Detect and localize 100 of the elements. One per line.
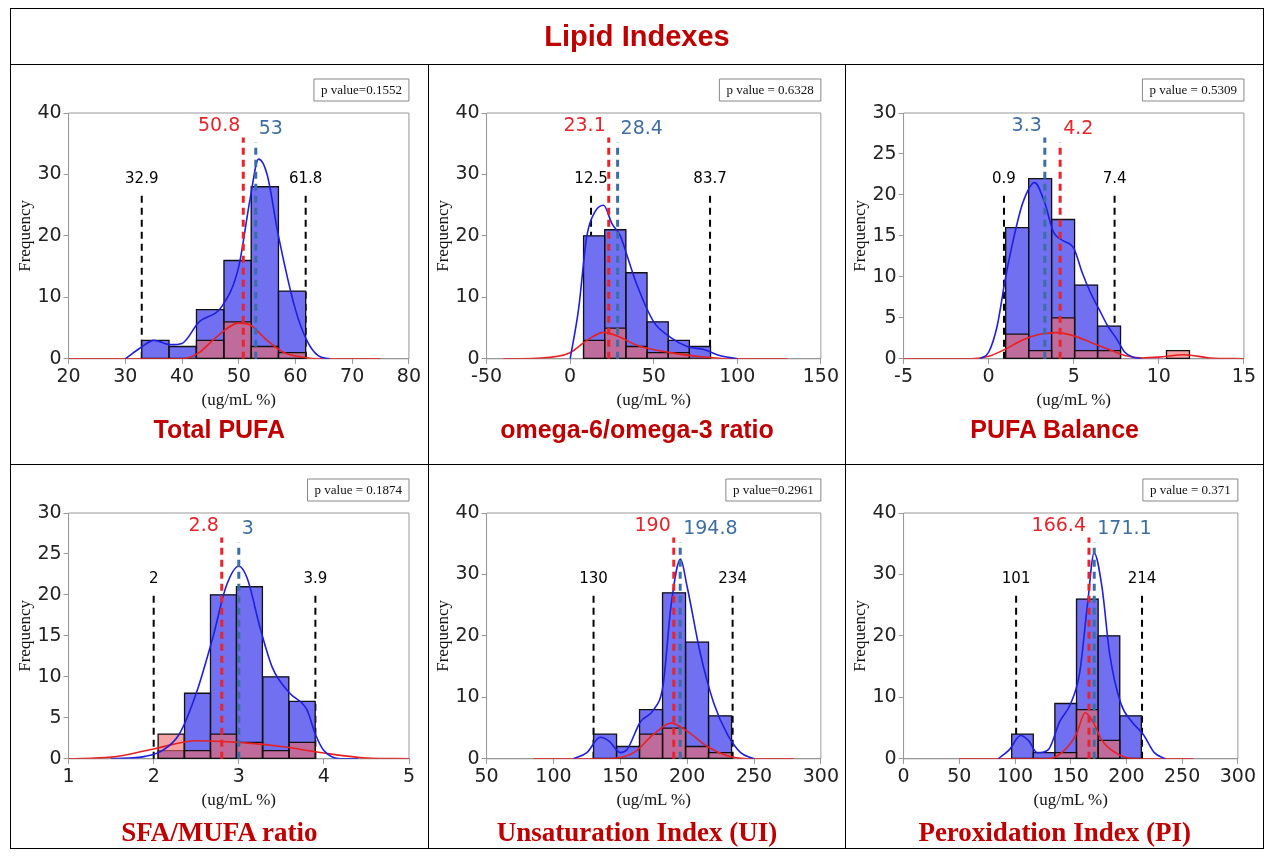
text: p value=0.1552 <box>320 81 402 97</box>
x-tick-label: 5 <box>1068 364 1081 387</box>
y-tick-label: 0 <box>884 345 897 368</box>
x-axis-title: (ug/mL %) <box>616 790 691 810</box>
y-tick-label: 30 <box>455 561 480 584</box>
y-tick-label: 15 <box>37 622 62 645</box>
line-series <box>997 552 1167 759</box>
text: p value=0.2961 <box>732 481 814 497</box>
text: PUFA Balance <box>969 415 1140 444</box>
x-tick-label: 100 <box>718 364 756 387</box>
ref-line-label: 32.9 <box>125 169 159 188</box>
y-tick-label: 15 <box>872 222 897 245</box>
x-tick-label: 150 <box>601 764 639 787</box>
y-axis-title: Frequency <box>850 599 869 672</box>
ref-line-label: 190 <box>634 513 671 536</box>
line-series <box>572 558 755 759</box>
x-tick-label: 0 <box>563 364 576 387</box>
y-tick-label: 30 <box>455 161 480 184</box>
text: omega-6/omega-3 ratio <box>499 415 775 444</box>
text: p value = 0.5309 <box>1149 81 1238 97</box>
ref-line-label: 83.7 <box>693 169 727 188</box>
text: p value = 0.1874 <box>314 481 403 497</box>
x-tick-label: 4 <box>317 764 330 787</box>
x-axis-title: (ug/mL %) <box>616 390 691 410</box>
y-tick-label: 40 <box>37 99 62 122</box>
y-tick-label: 10 <box>872 263 897 286</box>
y-axis-title: Frequency <box>14 199 34 272</box>
x-tick-label: 200 <box>1108 764 1145 787</box>
ref-line-label: 50.8 <box>197 113 241 136</box>
y-tick-label: 20 <box>872 181 897 204</box>
y-tick-label: 5 <box>49 704 62 727</box>
ref-line-label: 101 <box>1002 569 1031 588</box>
x-tick-label: 40 <box>169 364 195 387</box>
ref-line-label: 28.4 <box>620 115 663 138</box>
y-tick-label: 40 <box>455 99 480 122</box>
y-tick-label: 40 <box>455 499 480 522</box>
y-tick-label: 30 <box>872 561 897 584</box>
x-tick-label: 60 <box>283 364 308 387</box>
y-tick-label: 20 <box>37 222 62 245</box>
x-tick-label: 250 <box>735 764 772 787</box>
ref-line-label: 214 <box>1128 569 1157 588</box>
y-tick-label: 0 <box>49 345 62 368</box>
x-tick-label: 1 <box>62 764 75 787</box>
ref-line-label: 166.4 <box>1031 513 1087 536</box>
y-tick-label: 30 <box>872 99 897 122</box>
ref-line-label: 194.8 <box>682 515 738 538</box>
y-tick-label: 20 <box>455 622 480 645</box>
x-tick-label: -5 <box>894 364 914 387</box>
x-tick-label: 100 <box>997 764 1034 787</box>
ref-line-label: 23.1 <box>563 113 606 136</box>
x-tick-label: 50 <box>947 764 972 787</box>
y-tick-label: 25 <box>37 540 62 563</box>
y-tick-label: 20 <box>37 581 62 604</box>
y-tick-label: 20 <box>455 222 480 245</box>
ref-line-label: 3.9 <box>303 569 328 588</box>
x-tick-label: 0 <box>982 364 996 387</box>
ref-line-label: 0.9 <box>992 169 1017 188</box>
y-tick-label: 40 <box>872 499 897 522</box>
y-tick-label: 10 <box>455 684 480 707</box>
y-tick-label: 0 <box>884 745 897 768</box>
y-tick-label: 30 <box>37 499 62 522</box>
text: p value = 0.6328 <box>726 81 814 97</box>
y-tick-label: 5 <box>884 304 897 327</box>
x-axis-title: (ug/mL %) <box>1036 390 1112 410</box>
y-axis-title: Frequency <box>432 599 452 672</box>
ref-line-label: 3.3 <box>1011 113 1043 136</box>
x-tick-label: 200 <box>668 764 705 787</box>
y-tick-label: 10 <box>872 684 897 707</box>
x-tick-label: 5 <box>402 764 416 787</box>
ref-line-label: 130 <box>578 569 608 588</box>
ref-line-label: 53 <box>258 115 283 138</box>
x-axis-title: (ug/mL %) <box>201 390 276 410</box>
ref-line-label: 171.1 <box>1097 515 1152 538</box>
x-tick-label: 2 <box>147 764 160 787</box>
text: Lipid Indexes <box>544 20 730 53</box>
text: SFA/MUFA ratio <box>120 817 319 848</box>
x-tick-label: 100 <box>534 764 572 787</box>
y-tick-label: 25 <box>872 140 897 163</box>
x-tick-label: 300 <box>1220 764 1257 787</box>
ref-line-label: 4.2 <box>1063 115 1094 138</box>
x-tick-label: 10 <box>1147 364 1172 387</box>
ref-line-label: 61.8 <box>288 169 323 188</box>
ref-line-label: 2 <box>148 569 159 588</box>
y-tick-label: 10 <box>37 663 62 686</box>
y-axis-title: Frequency <box>14 599 34 672</box>
x-tick-label: 300 <box>802 764 839 787</box>
ref-line-label: 12.5 <box>574 169 608 188</box>
x-axis-title: (ug/mL %) <box>1033 790 1109 810</box>
x-tick-label: 80 <box>396 364 422 387</box>
text: p value = 0.371 <box>1150 481 1232 497</box>
x-tick-label: 50 <box>226 364 251 387</box>
y-tick-label: 20 <box>872 622 897 645</box>
text: Peroxidation Index (PI) <box>917 817 1192 848</box>
y-tick-label: 30 <box>37 161 62 184</box>
x-tick-label: 50 <box>641 364 666 387</box>
x-tick-label: 30 <box>113 364 138 387</box>
text: Unsaturation Index (UI) <box>495 817 779 848</box>
x-tick-label: 15 <box>1232 364 1257 387</box>
ref-line-label: 3 <box>241 515 254 538</box>
ref-line-label: 7.4 <box>1102 169 1127 188</box>
